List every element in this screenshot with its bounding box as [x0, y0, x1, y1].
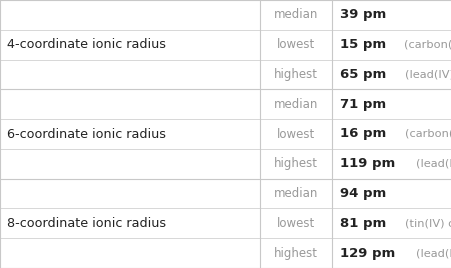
Text: median: median [273, 187, 318, 200]
Text: (carbon(IV) cation): (carbon(IV) cation) [404, 129, 451, 139]
Text: lowest: lowest [276, 38, 314, 51]
Text: 6-coordinate ionic radius: 6-coordinate ionic radius [7, 128, 166, 140]
Text: (lead(IV) cation): (lead(IV) cation) [404, 69, 451, 79]
Text: median: median [273, 8, 318, 21]
Text: 94 pm: 94 pm [340, 187, 386, 200]
Text: (lead(II) cation): (lead(II) cation) [415, 248, 451, 258]
Text: 15 pm: 15 pm [340, 38, 386, 51]
Text: highest: highest [273, 247, 318, 260]
Text: (carbon(IV) cation): (carbon(IV) cation) [404, 40, 451, 50]
Text: 4-coordinate ionic radius: 4-coordinate ionic radius [7, 38, 166, 51]
Text: lowest: lowest [276, 217, 314, 230]
Text: 119 pm: 119 pm [340, 157, 395, 170]
Text: (tin(IV) cation): (tin(IV) cation) [404, 218, 451, 228]
Text: 8-coordinate ionic radius: 8-coordinate ionic radius [7, 217, 166, 230]
Text: 129 pm: 129 pm [340, 247, 395, 260]
Text: (lead(II) cation): (lead(II) cation) [415, 159, 451, 169]
Text: highest: highest [273, 157, 318, 170]
Text: 39 pm: 39 pm [340, 8, 386, 21]
Text: 71 pm: 71 pm [340, 98, 386, 111]
Text: 16 pm: 16 pm [340, 128, 386, 140]
Text: 81 pm: 81 pm [340, 217, 386, 230]
Text: median: median [273, 98, 318, 111]
Text: highest: highest [273, 68, 318, 81]
Text: lowest: lowest [276, 128, 314, 140]
Text: 65 pm: 65 pm [340, 68, 386, 81]
